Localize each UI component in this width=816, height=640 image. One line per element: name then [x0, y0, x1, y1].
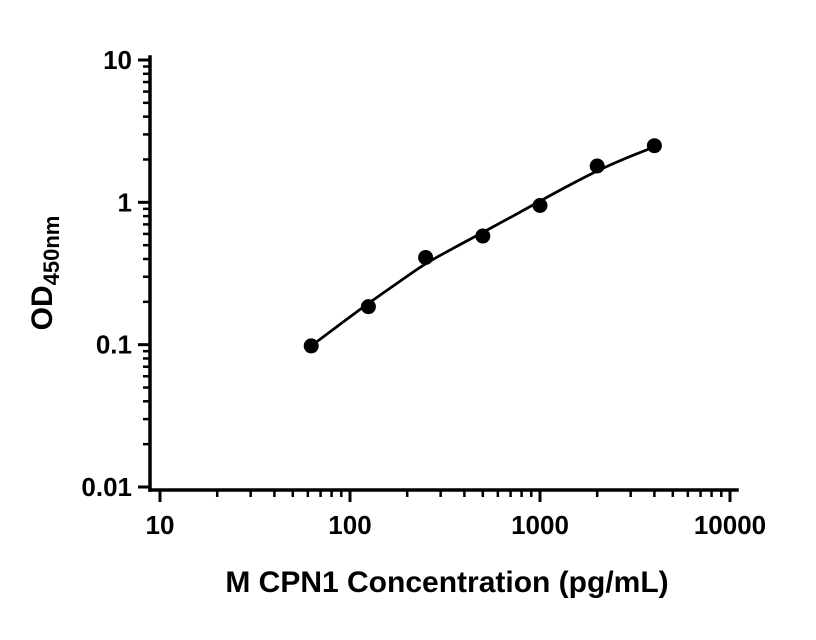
data-point	[475, 228, 491, 244]
y-axis-ticks: 0.01 0.1 1 10	[81, 45, 150, 502]
data-point	[360, 299, 376, 315]
x-tick-label: 1000	[511, 510, 569, 540]
y-axis-title: OD450nm	[26, 216, 64, 331]
data-point	[646, 138, 662, 154]
data-point	[418, 249, 434, 265]
y-axis-title-main: OD	[26, 285, 59, 330]
x-axis-title: M CPN1 Concentration (pg/mL)	[225, 566, 668, 599]
x-tick-label: 10	[146, 510, 175, 540]
y-axis-title-subscript: 450nm	[39, 216, 64, 286]
data-point	[532, 198, 548, 213]
data-points	[303, 138, 662, 354]
plot-area: 10 100 1000 10000 0.01 0.1 1 10	[81, 45, 766, 540]
x-tick-label: 100	[328, 510, 371, 540]
axes	[148, 55, 739, 492]
y-tick-label: 10	[103, 45, 132, 75]
y-tick-label: 1	[118, 187, 132, 217]
data-point	[589, 158, 605, 174]
y-tick-label: 0.1	[96, 330, 132, 360]
x-axis-ticks: 10 100 1000 10000	[146, 490, 766, 540]
fit-curve	[310, 145, 655, 348]
x-tick-label: 10000	[694, 510, 766, 540]
data-point	[303, 338, 319, 354]
y-tick-label: 0.01	[81, 472, 132, 502]
